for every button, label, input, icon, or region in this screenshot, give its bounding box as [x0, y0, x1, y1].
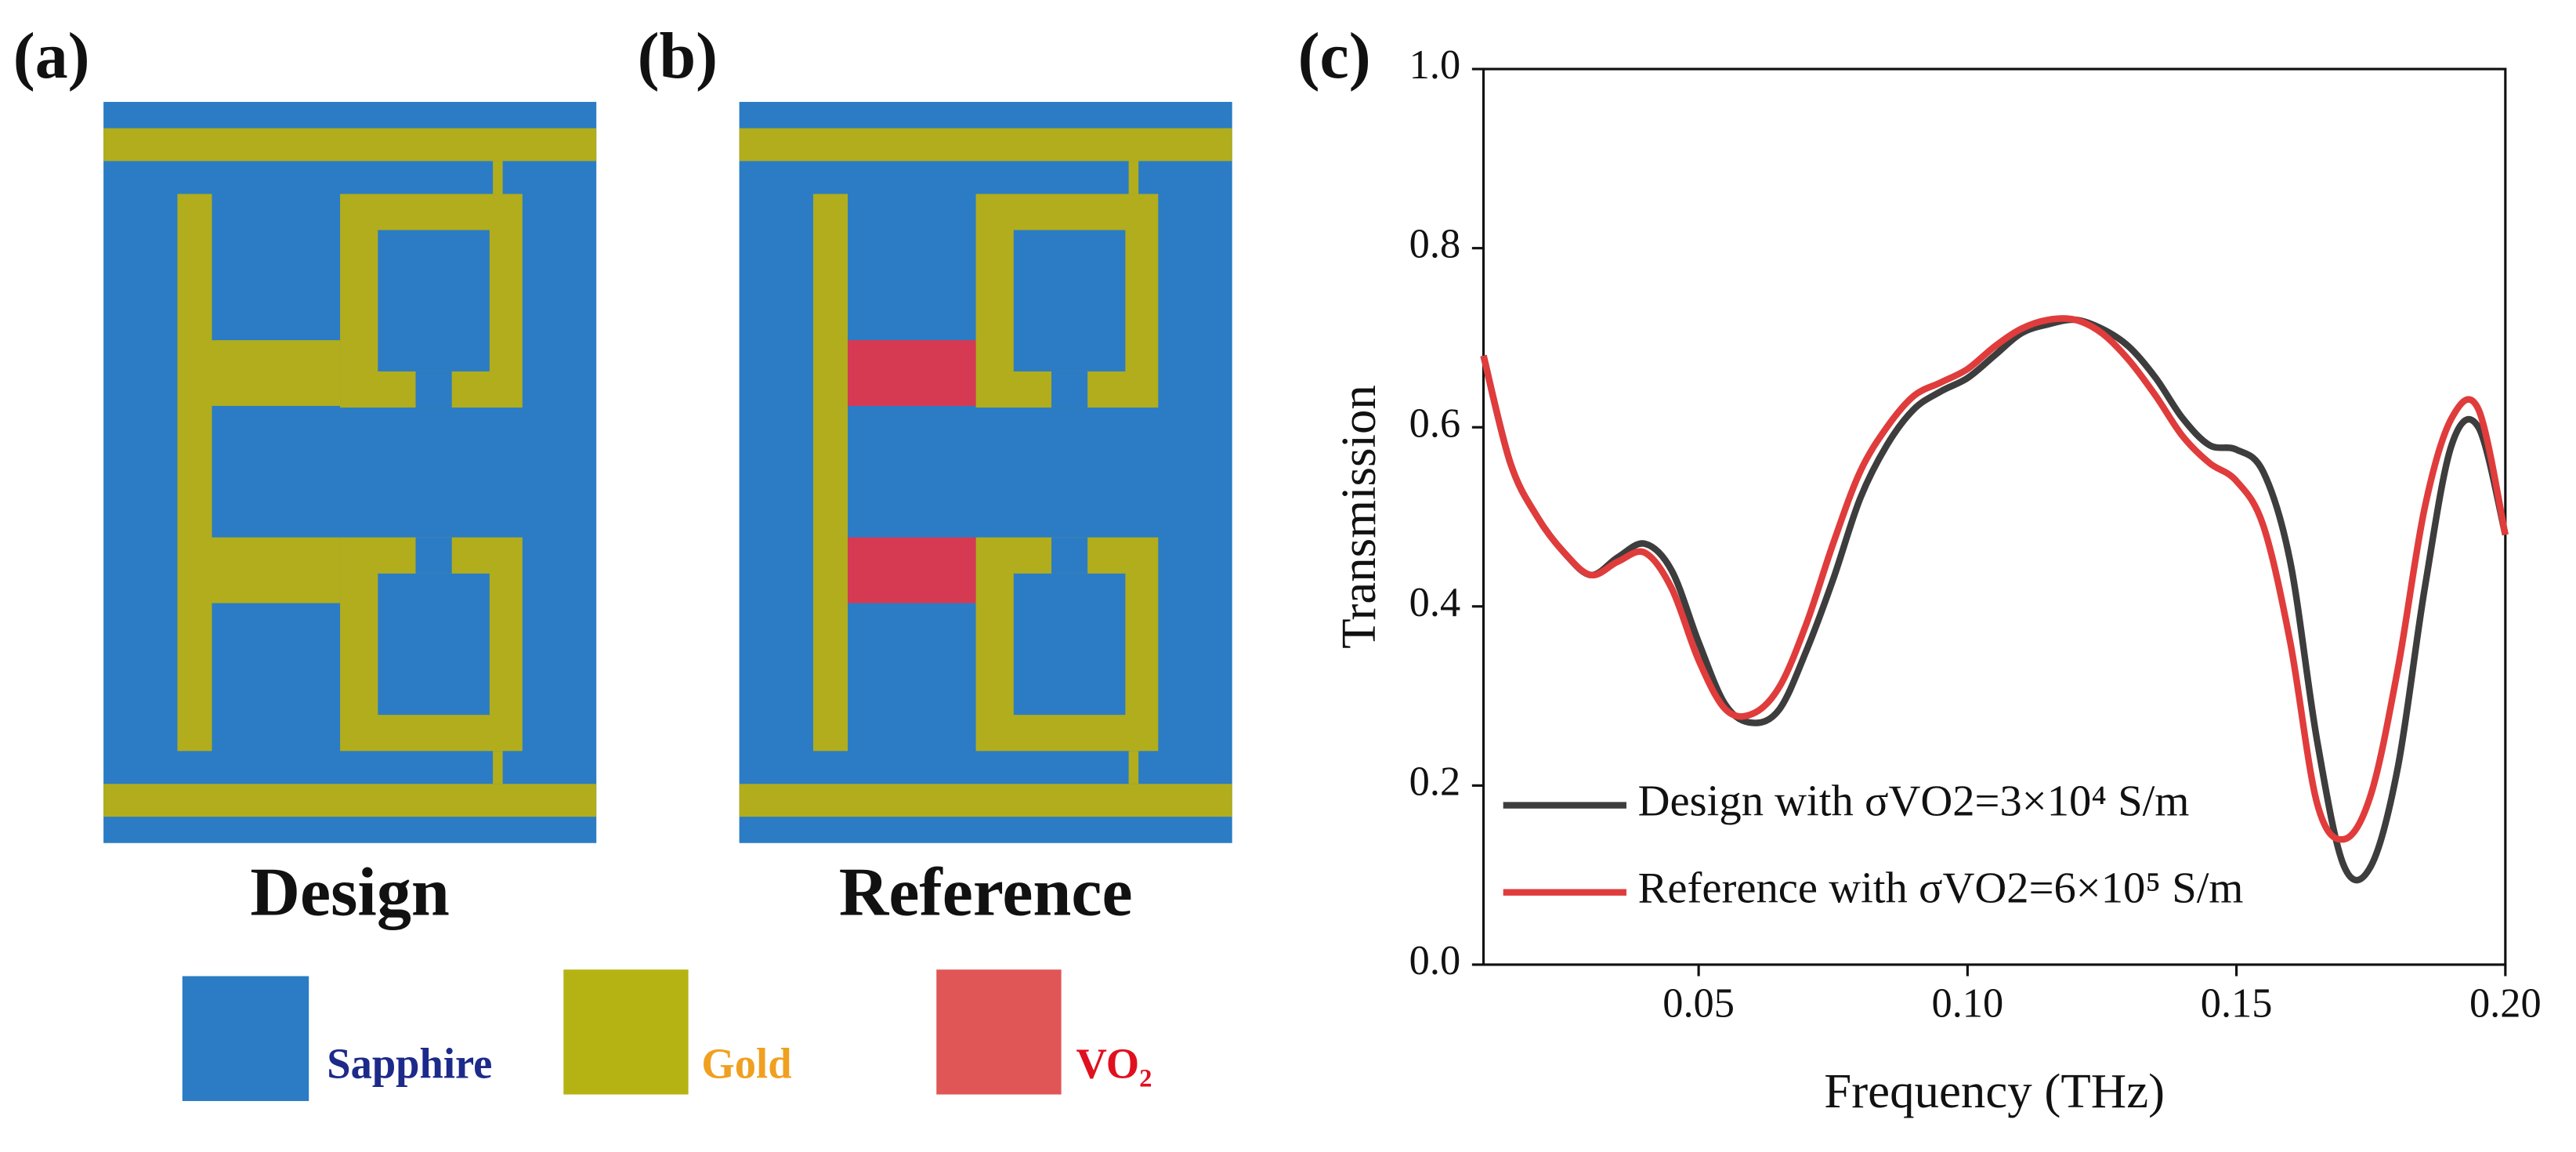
resonator-gap: [415, 537, 452, 574]
legend-label: Reference with σVO2=6×10⁵ S/m: [1638, 864, 2244, 913]
x-tick-label: 0.10: [1932, 980, 2004, 1026]
gold-stem: [493, 161, 503, 194]
panel-label: (b): [638, 20, 718, 92]
vo2-bridge: [848, 340, 976, 406]
vo2-bridge: [848, 537, 976, 603]
legend-label: Design with σVO2=3×10⁴ S/m: [1638, 777, 2190, 826]
diagram-title: Reference: [839, 854, 1133, 930]
gold-strip: [177, 194, 212, 752]
panel-label: (c): [1298, 20, 1371, 92]
resonator-hole: [378, 573, 490, 715]
series-line: [1480, 315, 2509, 843]
x-tick-label: 0.15: [2201, 980, 2273, 1026]
plot-frame: [1482, 67, 2507, 966]
material-label: Sapphire: [327, 1040, 492, 1088]
x-tick-label: 0.05: [1662, 980, 1735, 1026]
material-swatch: [563, 969, 689, 1095]
material-label: VO₂: [1076, 1040, 1152, 1088]
gold-stem: [493, 751, 503, 784]
resonator-hole: [378, 230, 490, 371]
material-label: Gold: [701, 1040, 791, 1088]
series-line: [1480, 316, 2509, 884]
gold-bar: [103, 784, 597, 817]
x-axis-label: Frequency (THz): [1824, 1063, 2165, 1118]
resonator-gap: [1051, 371, 1088, 408]
panel-label: (a): [13, 20, 90, 92]
gold-stem: [1128, 161, 1139, 194]
vo2-bridge: [212, 340, 341, 406]
y-tick-label: 0.0: [1409, 938, 1461, 984]
gold-bar: [739, 784, 1232, 817]
y-tick-label: 0.2: [1409, 759, 1461, 804]
resonator-gap: [1051, 537, 1088, 574]
y-tick-label: 0.8: [1409, 222, 1461, 267]
resonator-hole: [1013, 573, 1126, 715]
y-axis-label: Transmission: [1331, 385, 1386, 649]
y-tick-label: 0.4: [1409, 580, 1461, 625]
vo2-bridge: [212, 537, 341, 603]
x-tick-label: 0.20: [2469, 980, 2542, 1026]
gold-stem: [1128, 751, 1139, 784]
gold-bar: [739, 128, 1232, 161]
gold-strip: [812, 194, 848, 752]
material-swatch: [182, 976, 309, 1101]
gold-bar: [103, 128, 597, 161]
resonator-gap: [415, 371, 452, 408]
material-swatch: [936, 969, 1062, 1095]
y-tick-label: 0.6: [1409, 400, 1461, 446]
diagram-title: Design: [250, 854, 449, 930]
resonator-hole: [1013, 230, 1126, 371]
y-tick-label: 1.0: [1409, 42, 1461, 88]
